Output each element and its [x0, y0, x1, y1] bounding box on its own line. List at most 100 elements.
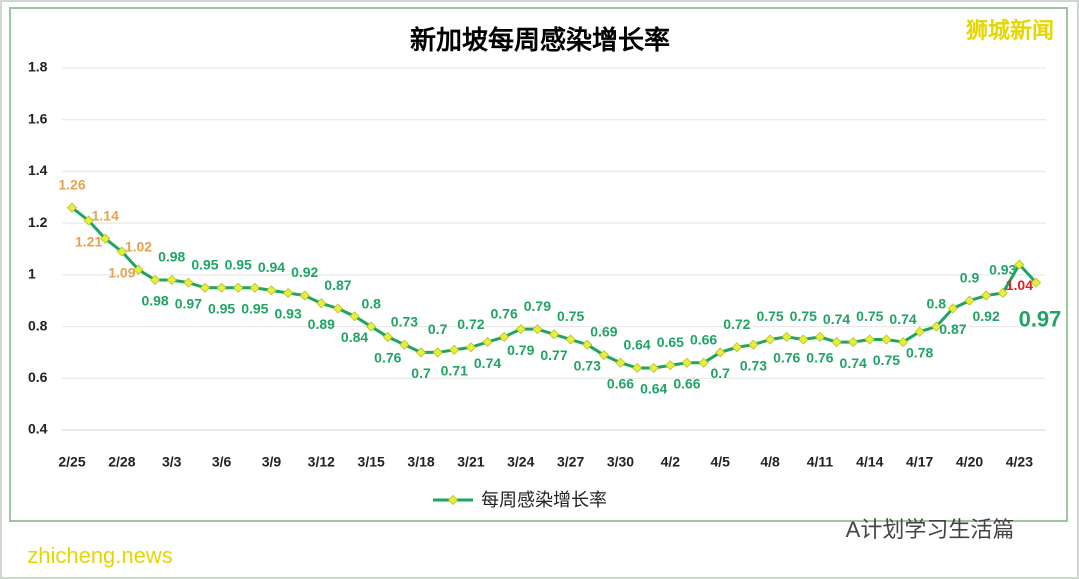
value-label: 1.14 [92, 207, 119, 223]
watermark: zhicheng.news [27, 543, 173, 568]
value-label: 0.92 [973, 308, 1000, 324]
marker [332, 303, 343, 314]
value-label: 0.93 [274, 306, 301, 322]
marker [798, 334, 809, 345]
chart-frame [9, 7, 1068, 522]
marker [632, 362, 643, 374]
legend-marker [447, 494, 459, 506]
marker [133, 264, 144, 275]
marker [848, 337, 859, 348]
marker [382, 331, 393, 342]
value-label: 0.73 [740, 357, 767, 373]
value-label: 0.94 [258, 259, 285, 275]
value-label: 0.76 [374, 350, 401, 366]
value-label: 0.66 [673, 375, 700, 391]
marker [964, 295, 975, 306]
marker [432, 347, 443, 358]
marker [748, 339, 759, 350]
marker [116, 246, 127, 257]
x-tick-label: 4/11 [807, 454, 834, 470]
value-label: 0.74 [840, 355, 867, 371]
value-label: 0.95 [191, 256, 218, 272]
y-tick-label: 1.4 [28, 162, 48, 178]
x-tick-label: 4/23 [1006, 454, 1033, 470]
value-label: 0.84 [341, 329, 368, 345]
x-tick-label: 4/5 [710, 454, 730, 470]
marker [781, 331, 792, 342]
marker [150, 274, 161, 286]
marker [233, 282, 244, 293]
marker [299, 290, 310, 301]
marker [499, 331, 510, 342]
x-tick-label: 3/15 [358, 454, 385, 470]
y-tick-label: 1 [28, 266, 36, 282]
value-label: 0.64 [640, 381, 667, 397]
y-tick-label: 1.2 [28, 214, 48, 230]
marker [283, 287, 294, 299]
value-label: 0.87 [324, 277, 351, 293]
value-label: 0.98 [158, 249, 185, 265]
value-label: 0.74 [474, 355, 501, 371]
marker [615, 357, 626, 368]
value-label: 0.66 [607, 375, 634, 391]
value-label: 0.92 [291, 264, 318, 280]
value-label: 0.66 [690, 331, 717, 347]
marker [731, 342, 742, 353]
value-label: 0.73 [574, 357, 601, 373]
value-label: 0.87 [939, 321, 966, 337]
marker [515, 324, 526, 335]
value-label: 0.75 [557, 308, 584, 324]
x-tick-label: 3/9 [262, 454, 282, 470]
marker [166, 274, 177, 286]
x-tick-label: 2/25 [58, 454, 85, 470]
marker [482, 337, 493, 348]
value-label: 0.95 [208, 300, 235, 316]
marker [947, 303, 958, 314]
marker [100, 233, 111, 244]
value-label: 0.76 [491, 306, 518, 322]
marker [681, 357, 693, 368]
marker [831, 337, 842, 348]
value-label: 0.72 [723, 316, 750, 332]
x-tick-label: 3/12 [308, 454, 335, 470]
marker [665, 360, 676, 371]
marker [914, 326, 925, 337]
value-label: 0.72 [457, 316, 484, 332]
value-label: 0.98 [141, 293, 168, 309]
marker [548, 329, 560, 340]
value-label: 0.9 [960, 269, 980, 285]
marker [415, 347, 427, 358]
marker [698, 357, 709, 368]
value-label: 0.7 [411, 365, 431, 381]
marker [997, 287, 1008, 299]
value-label: 0.97 [1019, 306, 1062, 331]
marker [765, 334, 776, 345]
value-label: 1.02 [125, 238, 152, 254]
x-tick-label: 4/2 [661, 454, 681, 470]
marker [1030, 277, 1042, 288]
marker [931, 321, 942, 332]
value-label: 0.79 [507, 342, 534, 358]
y-tick-label: 0.8 [28, 317, 48, 333]
marker [598, 349, 609, 361]
marker [864, 334, 875, 345]
value-label: 0.97 [175, 295, 202, 311]
x-tick-label: 4/8 [760, 454, 780, 470]
value-label: 0.75 [856, 308, 883, 324]
marker [465, 342, 476, 353]
value-label: 1.04 [1006, 277, 1033, 293]
marker [897, 337, 909, 348]
value-label: 0.71 [441, 363, 468, 379]
value-label: 0.95 [241, 300, 268, 316]
x-tick-label: 3/24 [507, 454, 534, 470]
value-label: 0.65 [657, 334, 684, 350]
value-label: 0.8 [927, 295, 947, 311]
value-label: 0.95 [225, 256, 252, 272]
marker [449, 344, 460, 355]
watermark: A计划学习生活篇 [846, 517, 1015, 542]
value-label: 0.75 [756, 308, 783, 324]
y-tick-label: 1.6 [28, 110, 48, 126]
chart-title: 新加坡每周感染增长率 [410, 25, 670, 55]
value-label: 0.74 [889, 311, 916, 327]
